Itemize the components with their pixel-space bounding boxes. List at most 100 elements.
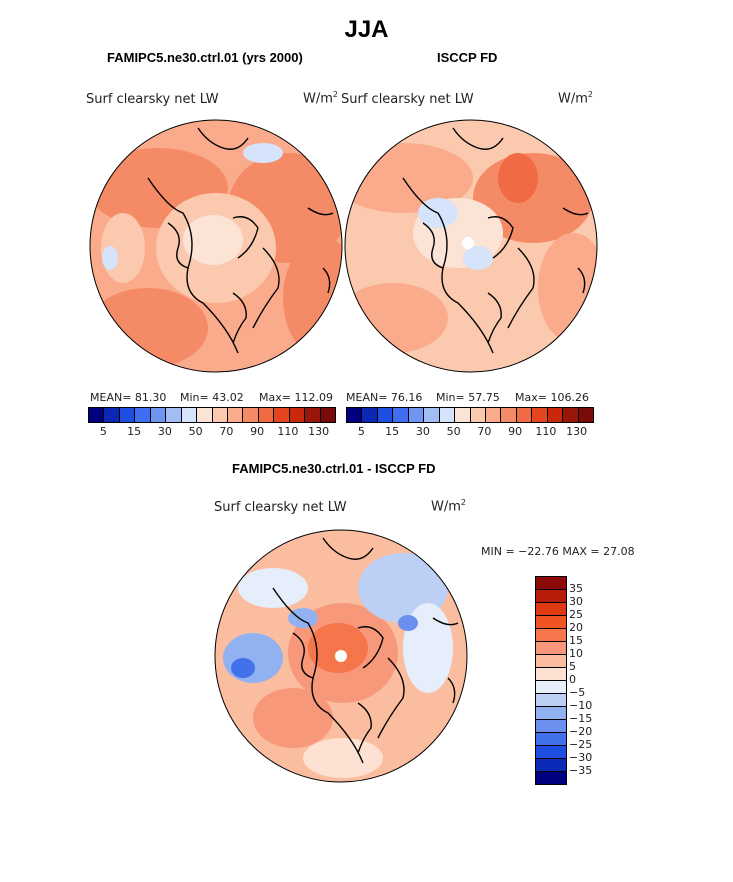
colorbar-tick-label: −5 [569,686,586,699]
colorbar-swatch [536,694,566,707]
colorbar-swatch [455,408,471,422]
panel-1-field-label: Surf clearsky net LW [86,92,219,107]
colorbar-swatch [424,408,440,422]
colorbar-swatch [485,408,502,422]
panel-1-units: W/m2 [303,90,338,107]
colorbar-swatch [347,408,363,422]
panel-2-field-label: Surf clearsky net LW [341,92,474,107]
colorbar-tick-label: 15 [569,634,583,647]
diff-minmax: MIN = −22.76 MAX = 27.08 [481,545,635,558]
colorbar-tick-label: 30 [415,425,430,438]
colorbar-tick-label: 130 [308,425,330,438]
colorbar-tick-label: 70 [477,425,492,438]
colorbar-swatch [578,408,593,422]
colorbar-swatch [408,408,425,422]
colorbar-swatch [89,408,105,422]
colorbar-swatch [393,408,409,422]
diff-units: W/m2 [431,498,466,515]
colorbar-tick-label: −15 [569,712,593,725]
panel-2-title: ISCCP FD [437,50,498,65]
colorbar-swatch [197,408,213,422]
colorbar-tick-label: 15 [385,425,400,438]
colorbar-tick-label: 130 [566,425,588,438]
colorbar-swatch [135,408,151,422]
colorbar-swatch [536,642,566,655]
panel-1-polar-map [89,119,343,373]
colorbar-tick-label: 35 [569,582,583,595]
colorbar-swatch [532,408,548,422]
colorbar-swatch [150,408,167,422]
panel-1-max: Max= 112.09 [259,391,333,404]
colorbar-tick-label: 30 [569,595,583,608]
colorbar-tick-label: −35 [569,764,593,777]
colorbar-swatch [536,655,566,668]
colorbar-swatch [536,707,566,720]
colorbar-tick-label: 0 [569,673,576,686]
diff-polar-map [214,529,468,783]
colorbar-tick-label: 10 [569,647,583,660]
colorbar-swatch [119,408,136,422]
colorbar-swatch [516,408,533,422]
colorbar-tick-label: 90 [508,425,523,438]
panel-2-polar-map [344,119,598,373]
diff-title: FAMIPC5.ne30.ctrl.01 - ISCCP FD [232,461,436,476]
colorbar-tick-label: 90 [250,425,265,438]
colorbar-swatch [470,408,486,422]
colorbar-swatch [501,408,517,422]
panel-2-units: W/m2 [558,90,593,107]
colorbar-swatch [320,408,335,422]
panel-1-title: FAMIPC5.ne30.ctrl.01 (yrs 2000) [107,50,303,65]
colorbar-swatch [181,408,198,422]
colorbar-swatch [536,603,566,616]
colorbar-swatch [258,408,275,422]
colorbar-swatch [362,408,378,422]
colorbar-tick-label: −30 [569,751,593,764]
colorbar-swatch [212,408,228,422]
colorbar-swatch [536,759,566,772]
panel-2-mean: MEAN= 76.16 [346,391,423,404]
colorbar-tick-label: 50 [188,425,203,438]
colorbar-swatch [274,408,290,422]
colorbar-tick-label: −25 [569,738,593,751]
colorbar-tick-label: −10 [569,699,593,712]
panel-2-colorbar [346,407,594,423]
diff-field-label: Surf clearsky net LW [214,500,347,515]
colorbar-swatch [563,408,579,422]
colorbar-tick-label: 5 [569,660,576,673]
colorbar-tick-label: 70 [219,425,234,438]
colorbar-swatch [547,408,564,422]
colorbar-swatch [536,577,566,590]
colorbar-swatch [104,408,120,422]
colorbar-tick-label: 110 [277,425,299,438]
colorbar-swatch [377,408,394,422]
diff-colorbar [535,576,567,785]
colorbar-tick-label: −20 [569,725,593,738]
colorbar-tick-label: 30 [157,425,172,438]
colorbar-tick-label: 5 [357,425,365,438]
panel-2-min: Min= 57.75 [436,391,500,404]
colorbar-swatch [536,746,566,759]
colorbar-swatch [536,590,566,603]
colorbar-swatch [536,733,566,746]
colorbar-swatch [289,408,306,422]
figure-title: JJA [344,16,389,43]
colorbar-swatch [536,720,566,733]
colorbar-swatch [536,616,566,629]
panel-1-mean: MEAN= 81.30 [90,391,167,404]
colorbar-swatch [536,681,566,694]
panel-1-min: Min= 43.02 [180,391,244,404]
colorbar-swatch [166,408,182,422]
colorbar-swatch [536,772,566,784]
colorbar-tick-label: 20 [569,621,583,634]
colorbar-swatch [227,408,244,422]
colorbar-tick-label: 25 [569,608,583,621]
colorbar-swatch [536,629,566,642]
colorbar-swatch [305,408,321,422]
colorbar-swatch [243,408,259,422]
colorbar-swatch [536,668,566,681]
panel-2-max: Max= 106.26 [515,391,589,404]
colorbar-tick-label: 15 [127,425,142,438]
colorbar-tick-label: 110 [535,425,557,438]
colorbar-swatch [439,408,456,422]
colorbar-tick-label: 5 [99,425,107,438]
